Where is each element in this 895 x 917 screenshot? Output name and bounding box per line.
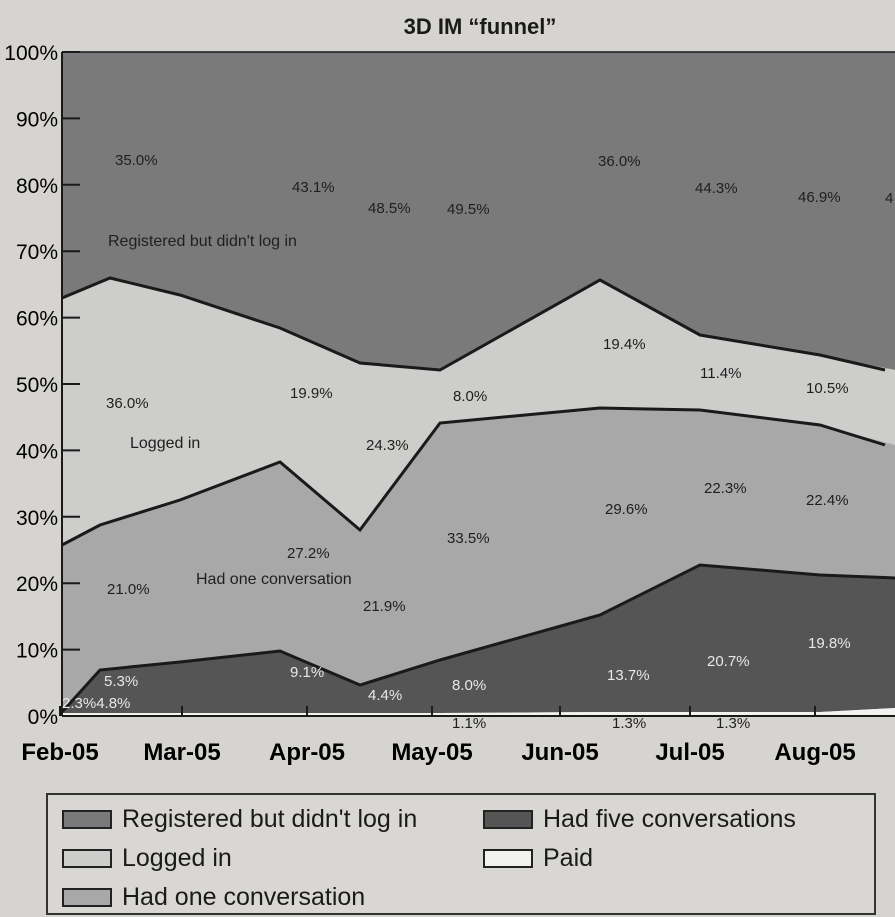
legend-item-one-conversation: Had one conversation <box>62 883 365 912</box>
x-tick-label: Aug-05 <box>774 739 855 766</box>
data-label: 46.9% <box>798 189 841 206</box>
data-label: 20.7% <box>707 653 750 670</box>
data-label: 22.4% <box>806 492 849 509</box>
data-label: 19.4% <box>603 336 646 353</box>
legend-item-logged-in: Logged in <box>62 844 232 873</box>
data-label: 35.0% <box>115 152 158 169</box>
legend-label: Registered but didn't log in <box>122 805 418 833</box>
y-tick-label: 90% <box>16 108 58 131</box>
data-label: 24.3% <box>366 437 409 454</box>
data-label: 21.9% <box>363 598 406 615</box>
legend-label: Had five conversations <box>543 805 796 833</box>
data-label: 4.4% <box>368 687 402 704</box>
x-tick-label: Feb-05 <box>21 739 98 766</box>
data-label: 10.5% <box>806 380 849 397</box>
band-paid <box>62 708 895 716</box>
legend-swatch <box>62 888 112 907</box>
legend-item-paid: Paid <box>483 844 593 873</box>
band-logged-in <box>62 278 895 545</box>
data-label: 33.5% <box>447 530 490 547</box>
x-tick-label: Apr-05 <box>269 739 345 766</box>
x-tick-label: Mar-05 <box>143 739 220 766</box>
legend-item-registered: Registered but didn't log in <box>62 805 417 834</box>
band-five-conversations <box>62 565 895 713</box>
legend-label: Had one conversation <box>122 883 366 911</box>
data-label: 44.3% <box>695 180 738 197</box>
boundary-lines <box>60 276 895 714</box>
y-tick-label: 100% <box>4 42 58 65</box>
y-tick-label: 30% <box>16 507 58 530</box>
legend-swatch <box>483 849 533 868</box>
data-label: 36.0% <box>106 395 149 412</box>
data-label: 11.4% <box>700 365 741 382</box>
y-tick-label: 50% <box>16 374 58 397</box>
data-label: 22.3% <box>704 480 747 497</box>
x-tick-label: Jul-05 <box>655 739 724 766</box>
y-tick-label: 0% <box>28 706 58 729</box>
band-label-logged-in: Logged in <box>130 435 200 452</box>
band-label-one-conversation: Had one conversation <box>196 571 352 588</box>
data-label: 1.3% <box>612 715 646 732</box>
y-tick-label: 70% <box>16 241 58 264</box>
y-axis: 0% 10% 20% 30% 40% 50% 60% 70% 80% 90% 100% <box>4 42 80 729</box>
x-axis: Feb-05 Mar-05 Apr-05 May-05 Jun-05 Jul-05 Aug-… <box>21 706 856 766</box>
data-label: 8.0% <box>452 677 486 694</box>
y-tick-label: 80% <box>16 175 58 198</box>
data-label: 48.5% <box>368 200 411 217</box>
data-label: 21.0% <box>107 581 150 598</box>
legend-swatch <box>62 849 112 868</box>
data-label: 5.3% <box>104 673 138 690</box>
data-label: 1.3% <box>716 715 750 732</box>
legend-item-five-conversations: Had five conversations <box>483 805 796 834</box>
legend-swatch <box>483 810 533 829</box>
x-tick-label: Jun-05 <box>521 739 598 766</box>
data-label: 13.7% <box>607 667 650 684</box>
data-label: 36.0% <box>598 153 641 170</box>
data-label: 19.8% <box>808 635 851 652</box>
data-label: 8.0% <box>453 388 487 405</box>
band-one-conversation <box>62 408 895 712</box>
y-tick-label: 60% <box>16 308 58 331</box>
data-label: 9.1% <box>290 664 324 681</box>
band-label-registered: Registered but didn't log in <box>108 233 297 250</box>
legend-label: Logged in <box>122 844 232 872</box>
data-label: 2.3%4.8% <box>62 695 130 712</box>
chart-title: 3D IM “funnel” <box>403 14 557 39</box>
legend: Registered but didn't log in Logged in H… <box>46 793 876 915</box>
x-tick-label: May-05 <box>391 739 472 766</box>
data-label: 1.1% <box>452 715 486 732</box>
legend-swatch <box>62 810 112 829</box>
y-tick-label: 40% <box>16 440 58 463</box>
data-label: 29.6% <box>605 501 648 518</box>
data-label: 43.1% <box>292 179 335 196</box>
legend-label: Paid <box>543 844 594 872</box>
data-label: 19.9% <box>290 385 333 402</box>
data-label: 4 <box>885 190 893 207</box>
y-tick-label: 20% <box>16 573 58 596</box>
band-registered <box>62 52 895 370</box>
chart-svg: 0% 10% 20% 30% 40% 50% 60% 70% 80% 90% 100% Feb-05… <box>4 42 895 766</box>
data-label: 27.2% <box>287 545 330 562</box>
y-tick-label: 10% <box>16 640 58 663</box>
data-label: 49.5% <box>447 201 490 218</box>
